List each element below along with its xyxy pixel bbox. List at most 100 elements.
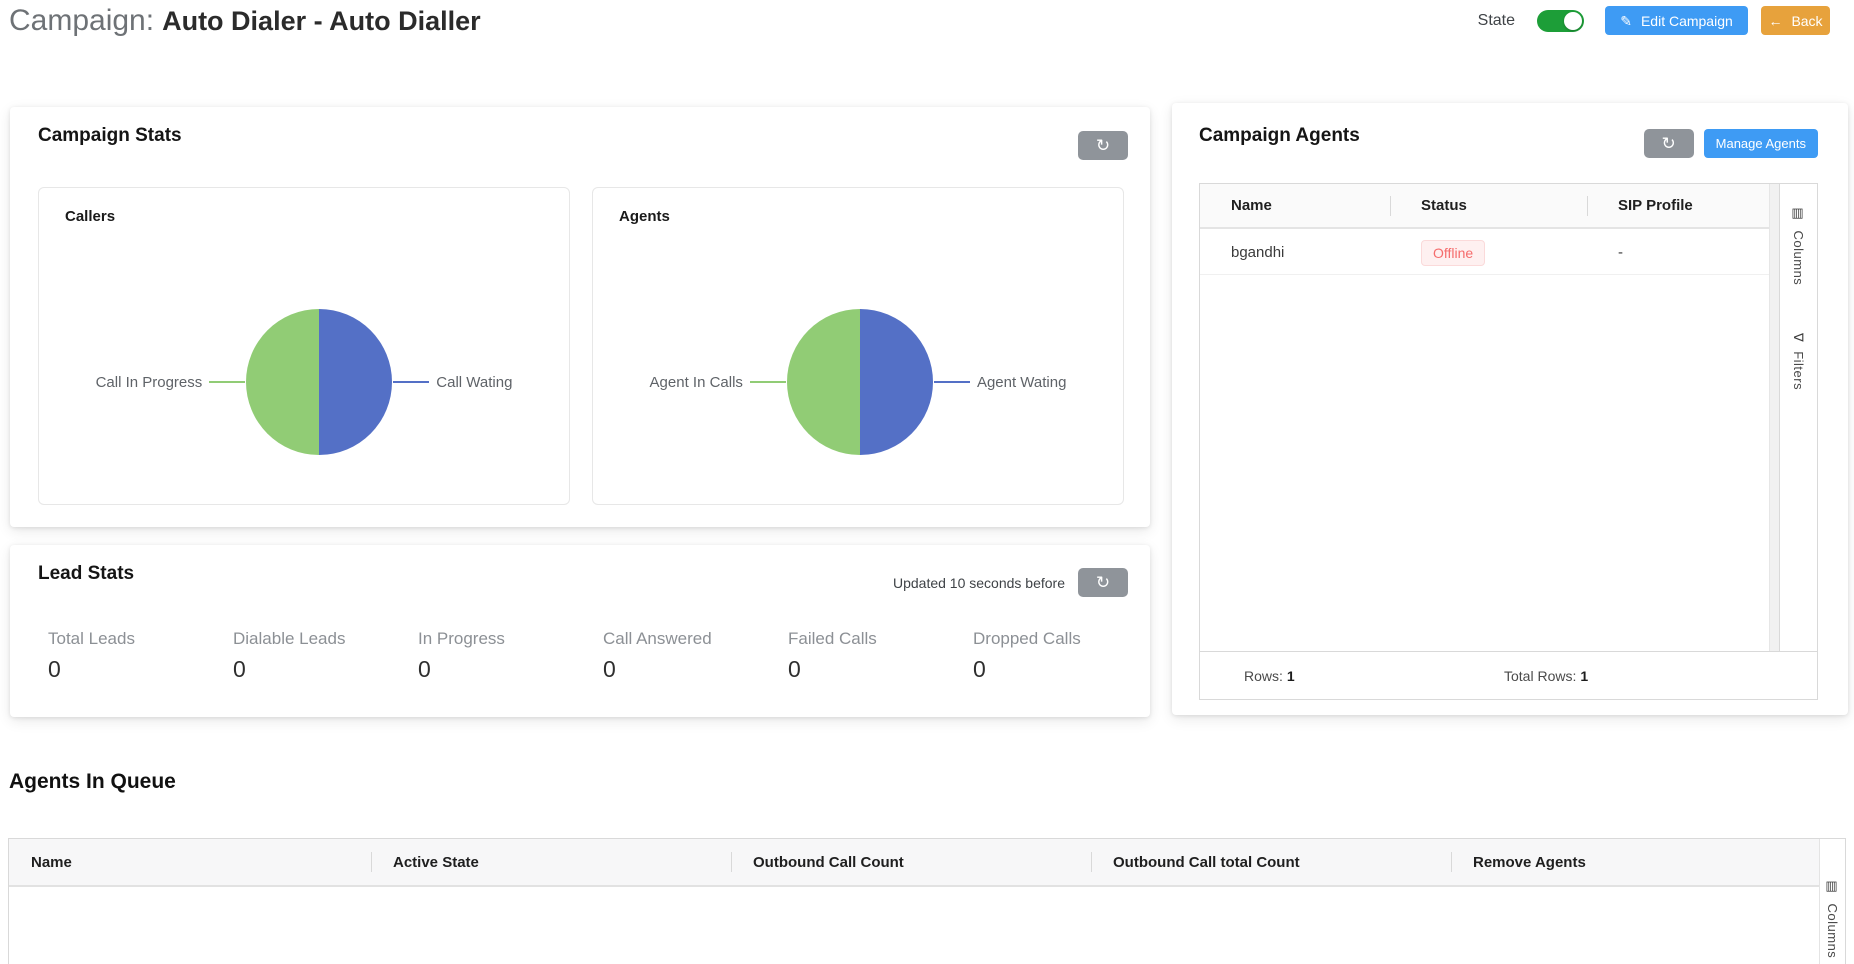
- rows-label: Rows:: [1244, 668, 1283, 684]
- agents-in-queue-table: Name Active State Outbound Call Count Ou…: [8, 838, 1846, 964]
- back-label: Back: [1791, 12, 1823, 29]
- refresh-icon: ↻: [1095, 572, 1111, 592]
- header-actions: State ✎ Edit Campaign ← Back: [1478, 6, 1830, 35]
- lead-stats-actions: Updated 10 seconds before ↻: [893, 568, 1128, 597]
- manage-agents-button[interactable]: Manage Agents: [1703, 129, 1818, 158]
- stat-value: 0: [788, 656, 801, 682]
- agents-chart-card: Agents Agent In Calls Agent Wating: [592, 187, 1124, 505]
- filters-label: Filters: [1791, 351, 1806, 391]
- page-title-prefix: Campaign:: [9, 4, 155, 37]
- table-scrollbar[interactable]: [1769, 184, 1779, 651]
- columns-icon: ▥: [1791, 206, 1806, 222]
- filters-toggle[interactable]: ∇ Filters: [1791, 333, 1806, 390]
- column-header-outbound-call-count[interactable]: Outbound Call Count: [731, 839, 1091, 885]
- refresh-icon: ↻: [1661, 133, 1676, 153]
- column-header-name[interactable]: Name: [1231, 197, 1272, 214]
- filter-funnel-icon: ∇: [1791, 333, 1806, 343]
- campaign-agents-actions: ↻ Manage Agents: [1643, 129, 1818, 158]
- refresh-leads-button[interactable]: ↻: [1078, 568, 1128, 597]
- total-rows-label: Total Rows:: [1504, 668, 1577, 684]
- agent-status-cell: Offline: [1390, 239, 1587, 266]
- columns-icon: ▥: [1825, 879, 1840, 895]
- stat-value: 0: [603, 656, 616, 682]
- back-arrow-icon: ←: [1768, 12, 1783, 29]
- stat-call-answered: Call Answered 0: [603, 629, 788, 683]
- callers-pie-chart: [246, 309, 393, 455]
- state-toggle[interactable]: [1537, 9, 1584, 32]
- refresh-icon: ↻: [1095, 135, 1111, 155]
- callers-chart-title: Callers: [65, 208, 116, 225]
- agents-pie-chart: [786, 309, 933, 455]
- total-rows-count: Total Rows: 1: [1504, 668, 1588, 684]
- campaign-stats-title: Campaign Stats: [38, 125, 182, 146]
- table-footer: Rows: 1 Total Rows: 1: [1200, 651, 1817, 699]
- table-side-rail: ▥ Columns ∇ Filters: [1779, 184, 1817, 651]
- stat-value: 0: [973, 656, 986, 682]
- campaign-name: Auto Dialer - Auto Dialler: [162, 6, 481, 36]
- column-header-outbound-call-total-count[interactable]: Outbound Call total Count: [1091, 839, 1451, 885]
- edit-campaign-button[interactable]: ✎ Edit Campaign: [1605, 6, 1748, 35]
- queue-header-row: Name Active State Outbound Call Count Ou…: [9, 839, 1819, 887]
- callers-label-left: Call In Progress: [95, 373, 203, 391]
- refresh-agents-button[interactable]: ↻: [1643, 129, 1694, 158]
- manage-agents-label: Manage Agents: [1715, 136, 1806, 151]
- leader-line-green: [209, 381, 246, 383]
- stat-label: Total Leads: [48, 629, 135, 648]
- agents-in-queue-title: Agents In Queue: [9, 770, 176, 793]
- stat-label: Dropped Calls: [973, 629, 1081, 648]
- stat-label: Failed Calls: [788, 629, 877, 648]
- stat-total-leads: Total Leads 0: [48, 629, 233, 683]
- stat-label: In Progress: [418, 629, 505, 648]
- leader-line-blue: [393, 381, 430, 383]
- queue-side-rail: ▥ Columns: [1819, 839, 1845, 964]
- leader-line-green: [749, 381, 786, 383]
- column-header-active-state[interactable]: Active State: [371, 839, 731, 885]
- agents-pie-row: Agent In Calls Agent Wating: [593, 309, 1123, 455]
- page-title: Campaign: Auto Dialer - Auto Dialler: [9, 4, 481, 38]
- stat-dialable-leads: Dialable Leads 0: [233, 629, 418, 683]
- updated-text: Updated 10 seconds before: [892, 574, 1065, 591]
- columns-label: Columns: [1825, 903, 1840, 959]
- lead-stats-title: Lead Stats: [38, 563, 135, 584]
- agents-label-left: Agent In Calls: [649, 373, 743, 391]
- rows-value: 1: [1286, 668, 1295, 684]
- columns-label: Columns: [1791, 230, 1806, 286]
- leader-line-blue: [933, 381, 970, 383]
- agent-name-cell: bgandhi: [1231, 244, 1285, 261]
- column-header-sip-profile[interactable]: SIP Profile: [1587, 184, 1779, 227]
- lead-stats-row: Total Leads 0 Dialable Leads 0 In Progre…: [48, 629, 1158, 683]
- stat-dropped-calls: Dropped Calls 0: [973, 629, 1158, 683]
- stat-label: Call Answered: [603, 629, 712, 648]
- columns-toggle[interactable]: ▥ Columns: [1825, 879, 1840, 964]
- column-header-status[interactable]: Status: [1390, 184, 1587, 227]
- rows-count: Rows: 1: [1244, 668, 1295, 684]
- table-header-row: Name Status SIP Profile: [1200, 184, 1779, 229]
- stat-label: Dialable Leads: [233, 629, 346, 648]
- page-header: Campaign: Auto Dialer - Auto Dialler Stat…: [0, 0, 1854, 64]
- stat-value: 0: [233, 656, 246, 682]
- table-row: bgandhi Offline -: [1200, 231, 1779, 275]
- status-badge: Offline: [1421, 239, 1486, 266]
- campaign-agents-table: Name Status SIP Profile bgandhi Offline …: [1199, 183, 1818, 700]
- stat-in-progress: In Progress 0: [418, 629, 603, 683]
- agents-chart-title: Agents: [619, 208, 670, 225]
- callers-pie-row: Call In Progress Call Wating: [39, 309, 569, 455]
- agent-sip-cell: -: [1618, 244, 1623, 261]
- lead-stats-panel: Lead Stats Updated 10 seconds before ↻ T…: [10, 545, 1150, 717]
- campaign-stats-panel: Campaign Stats ↻ Callers Call In Progres…: [10, 107, 1150, 527]
- campaign-agents-title: Campaign Agents: [1199, 125, 1360, 146]
- refresh-stats-button[interactable]: ↻: [1078, 131, 1128, 160]
- stat-value: 0: [48, 656, 61, 682]
- stat-failed-calls: Failed Calls 0: [788, 629, 973, 683]
- toggle-knob: [1564, 11, 1582, 30]
- columns-toggle[interactable]: ▥ Columns: [1791, 206, 1806, 285]
- edit-campaign-label: Edit Campaign: [1640, 12, 1733, 29]
- callers-label-right: Call Wating: [436, 373, 513, 391]
- total-rows-value: 1: [1580, 668, 1589, 684]
- pencil-icon: ✎: [1620, 12, 1632, 29]
- column-header-name[interactable]: Name: [31, 853, 72, 871]
- campaign-agents-panel: Campaign Agents ↻ Manage Agents Name Sta…: [1172, 103, 1848, 715]
- stat-value: 0: [418, 656, 431, 682]
- back-button[interactable]: ← Back: [1761, 6, 1830, 35]
- column-header-remove-agents[interactable]: Remove Agents: [1451, 839, 1819, 885]
